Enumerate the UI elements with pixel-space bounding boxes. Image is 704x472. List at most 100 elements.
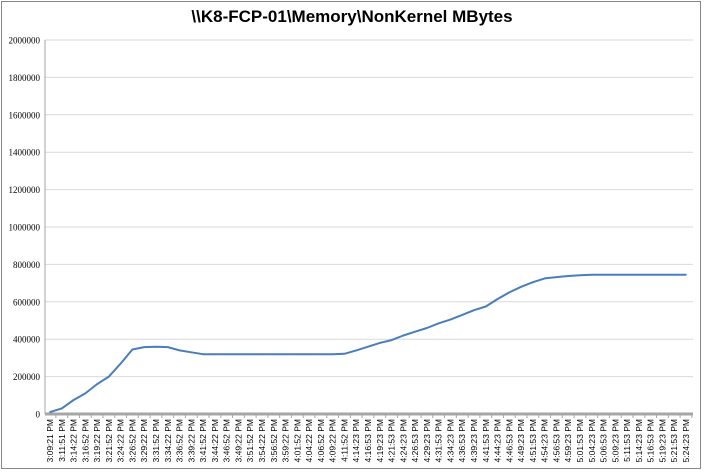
- x-tick-label: 3:44:22 PM: [210, 419, 220, 462]
- series-line-nonkernel-mbytes: [49, 273, 686, 414]
- data-point: [284, 353, 287, 355]
- data-point: [449, 318, 452, 321]
- x-tick-label: 4:16:53 PM: [363, 419, 373, 462]
- data-point: [49, 411, 51, 413]
- data-point: [225, 353, 228, 355]
- data-point: [72, 399, 75, 401]
- x-tick-label: 4:06:52 PM: [316, 419, 326, 462]
- x-tick-label: 3:39:22 PM: [186, 419, 196, 462]
- x-tick-label: 4:21:53 PM: [387, 419, 397, 462]
- data-point: [190, 351, 193, 354]
- x-tick-label: 3:19:22 PM: [92, 419, 102, 462]
- data-point: [649, 273, 652, 276]
- x-tick-label: 4:46:53 PM: [504, 419, 514, 462]
- data-point: [638, 273, 640, 276]
- data-point: [414, 330, 416, 333]
- y-tick-label: 1000000: [9, 223, 41, 233]
- chart-title: \\K8-FCP-01\Memory\NonKernel MBytes: [191, 7, 513, 26]
- x-tick-label: 3:46:52 PM: [222, 419, 232, 462]
- data-point: [119, 362, 122, 365]
- data-point: [272, 353, 275, 355]
- data-point: [437, 322, 440, 325]
- data-point: [402, 334, 405, 337]
- x-tick-label: 4:29:23 PM: [422, 419, 432, 462]
- data-point: [249, 353, 252, 355]
- y-tick-label: 200000: [13, 372, 41, 382]
- x-tick-label: 5:09:23 PM: [610, 419, 620, 462]
- data-point: [355, 349, 358, 352]
- y-tick-label: 400000: [13, 335, 41, 345]
- x-tick-label: 4:31:53 PM: [434, 419, 444, 462]
- x-tick-label: 4:11:52 PM: [339, 419, 349, 462]
- data-point: [214, 353, 216, 355]
- x-tick-label: 5:01:53 PM: [575, 419, 585, 462]
- x-tick-label: 5:21:53 PM: [669, 419, 679, 462]
- data-point: [461, 314, 464, 316]
- data-point: [496, 298, 499, 300]
- x-tick-label: 5:19:23 PM: [657, 419, 667, 462]
- data-point: [543, 277, 546, 280]
- data-point: [532, 281, 534, 283]
- x-tick-label: 3:26:52 PM: [127, 419, 137, 462]
- x-tick-label: 4:51:53 PM: [528, 419, 538, 462]
- x-tick-label: 3:59:22 PM: [281, 419, 291, 462]
- x-tick-label: 3:16:52 PM: [80, 419, 90, 462]
- data-point: [108, 375, 110, 378]
- y-tick-label: 800000: [13, 260, 41, 270]
- x-tick-label: 4:04:22 PM: [304, 419, 314, 462]
- y-tick-label: 1400000: [9, 148, 41, 158]
- data-point: [296, 353, 299, 355]
- y-tick-label: 2000000: [9, 36, 41, 46]
- x-tick-label: 3:31:52 PM: [151, 419, 161, 462]
- x-tick-label: 3:51:52 PM: [245, 419, 255, 462]
- data-point: [590, 273, 593, 276]
- x-tick-label: 4:39:23 PM: [469, 419, 479, 462]
- x-tick-label: 5:14:23 PM: [634, 419, 644, 462]
- x-tick-label: 4:56:53 PM: [551, 419, 561, 462]
- data-point: [96, 383, 98, 385]
- data-point: [685, 273, 687, 276]
- x-tick-label: 5:24:23 PM: [681, 419, 691, 462]
- data-point: [178, 349, 181, 352]
- x-tick-label: 3:24:22 PM: [116, 419, 126, 462]
- data-point: [579, 274, 581, 277]
- data-point: [261, 353, 263, 355]
- x-tick-label: 5:04:23 PM: [587, 419, 597, 462]
- data-point: [343, 352, 346, 355]
- data-point: [673, 273, 676, 276]
- x-tick-label: 4:44:23 PM: [493, 419, 503, 462]
- x-tick-label: 3:09:21 PM: [45, 419, 55, 462]
- x-tick-label: 5:11:53 PM: [622, 419, 632, 462]
- x-tick-label: 3:36:52 PM: [175, 419, 185, 462]
- x-tick-label: 4:49:23 PM: [516, 419, 526, 462]
- x-tick-label: 4:09:22 PM: [328, 419, 338, 462]
- y-tick-label: 600000: [13, 297, 41, 307]
- data-point: [237, 353, 240, 355]
- data-point: [661, 273, 664, 276]
- data-point: [626, 273, 628, 276]
- data-point: [567, 275, 570, 277]
- x-tick-label: 4:01:52 PM: [292, 419, 302, 462]
- x-tick-label: 3:49:22 PM: [233, 419, 243, 462]
- y-tick-label: 1200000: [9, 185, 41, 195]
- x-tick-label: 4:54:23 PM: [540, 419, 550, 462]
- data-point: [390, 339, 393, 341]
- data-point: [320, 353, 322, 355]
- data-point: [143, 346, 146, 348]
- x-tick-label: 3:41:52 PM: [198, 419, 208, 462]
- x-tick-label: 3:56:52 PM: [269, 419, 279, 462]
- data-point: [367, 345, 369, 348]
- x-tick-label: 4:24:23 PM: [398, 419, 408, 462]
- data-point: [378, 342, 381, 344]
- x-tick-label: 4:36:53 PM: [457, 419, 467, 462]
- x-tick-label: 4:14:23 PM: [351, 419, 361, 462]
- x-tick-label: 5:06:53 PM: [599, 419, 609, 462]
- data-point: [602, 273, 605, 276]
- x-tick-label: 5:16:53 PM: [646, 419, 656, 462]
- y-tick-label: 1600000: [9, 110, 41, 120]
- x-tick-label: 4:26:53 PM: [410, 419, 420, 462]
- data-point: [555, 276, 558, 278]
- data-point: [155, 345, 157, 348]
